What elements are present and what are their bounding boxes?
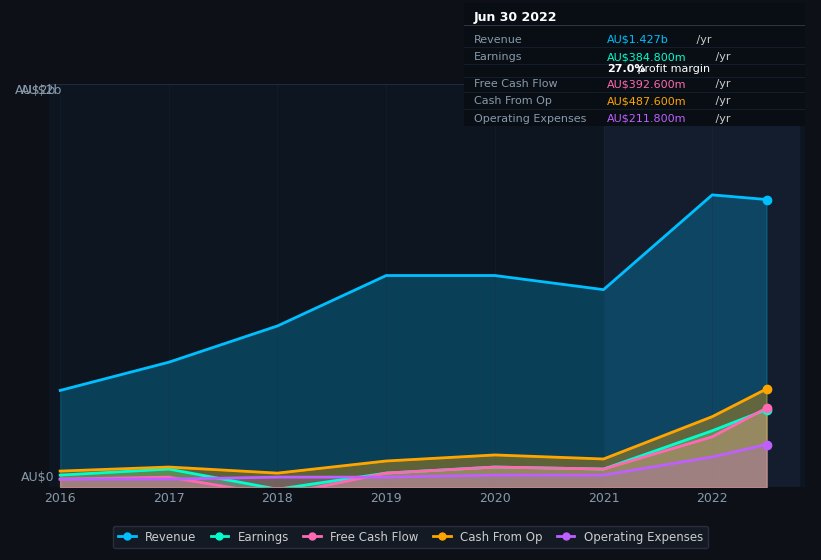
Text: AU$0: AU$0 [21,472,54,484]
Text: Cash From Op: Cash From Op [474,96,552,106]
Text: AU$392.600m: AU$392.600m [607,79,686,89]
Text: Jun 30 2022: Jun 30 2022 [474,11,557,25]
Text: AU$487.600m: AU$487.600m [607,96,686,106]
Text: /yr: /yr [712,114,731,124]
Text: Revenue: Revenue [474,35,523,45]
Bar [603,84,799,487]
Text: AU$2b: AU$2b [21,84,62,97]
Text: /yr: /yr [712,52,731,62]
Text: /yr: /yr [712,96,731,106]
Legend: Revenue, Earnings, Free Cash Flow, Cash From Op, Operating Expenses: Revenue, Earnings, Free Cash Flow, Cash … [113,526,708,548]
Text: Operating Expenses: Operating Expenses [474,114,586,124]
Text: Earnings: Earnings [474,52,523,62]
Text: /yr: /yr [712,79,731,89]
Text: /yr: /yr [693,35,711,45]
Text: AU$384.800m: AU$384.800m [607,52,686,62]
Text: AU$211.800m: AU$211.800m [607,114,686,124]
Text: AU$2b: AU$2b [16,84,57,97]
Text: Free Cash Flow: Free Cash Flow [474,79,557,89]
Text: profit margin: profit margin [635,64,710,74]
Text: 27.0%: 27.0% [607,64,645,74]
Text: AU$1.427b: AU$1.427b [607,35,669,45]
